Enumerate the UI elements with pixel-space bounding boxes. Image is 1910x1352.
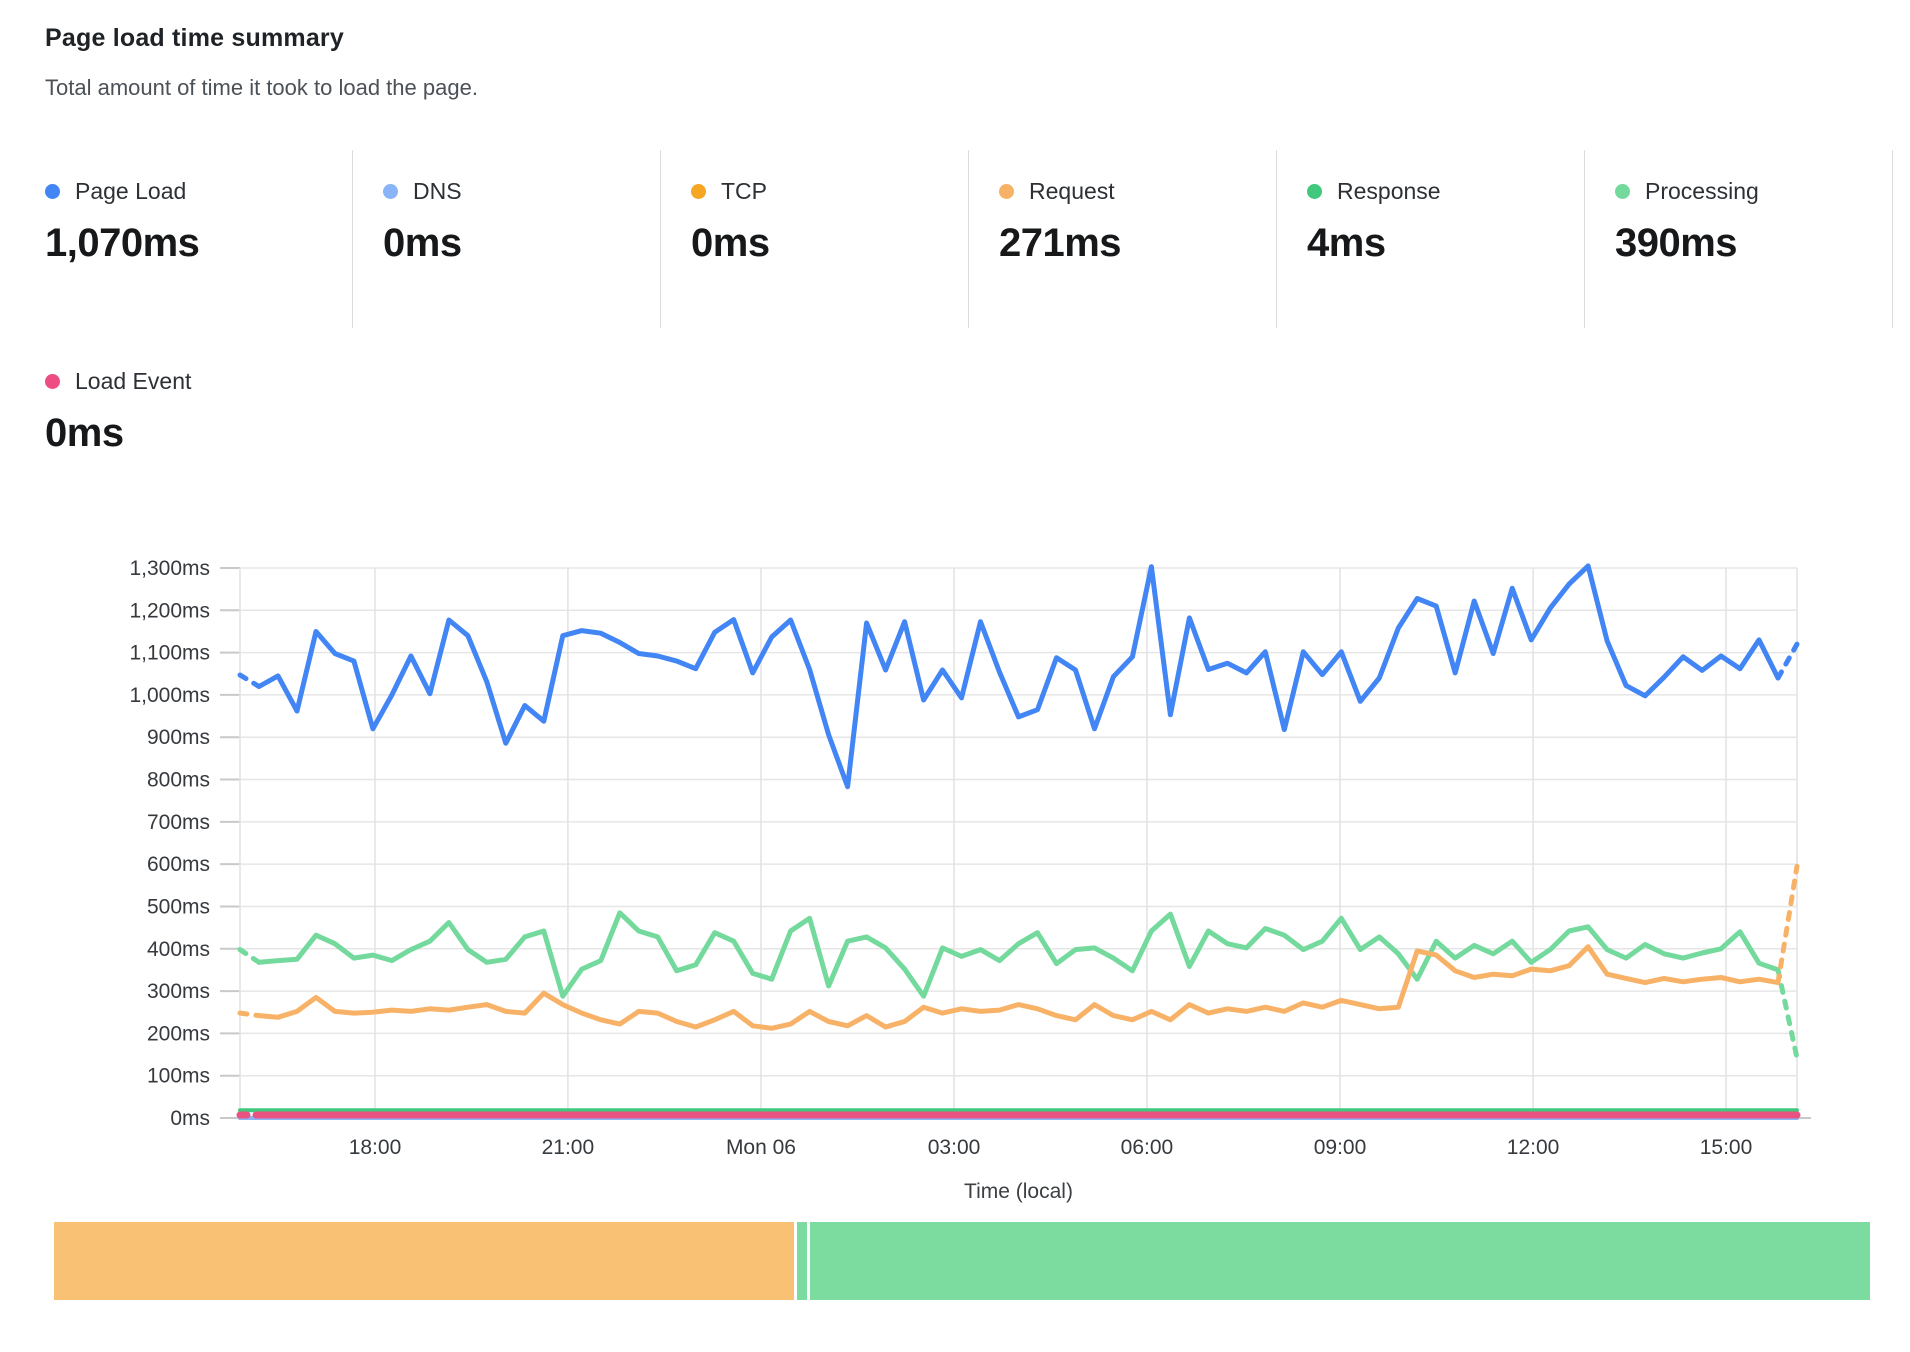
y-tick-label: 400ms	[147, 938, 210, 961]
y-tick-label: 0ms	[170, 1107, 210, 1130]
timeline-phase-bar[interactable]	[54, 1222, 1870, 1300]
load-time-chart: 0ms 100ms 200ms 300ms 400ms 500ms 600ms 700ms 80…	[129, 557, 1811, 1203]
request-series-dot-icon	[999, 184, 1014, 199]
y-tick-label: 200ms	[147, 1022, 210, 1045]
x-tick-label: 03:00	[928, 1136, 981, 1159]
y-tick-label: 300ms	[147, 980, 210, 1003]
legend-metric-response[interactable]: Response 4ms	[1277, 150, 1585, 328]
page-load-label: Page Load	[75, 178, 187, 204]
y-tick-label: 900ms	[147, 726, 210, 749]
tcp-value: 0ms	[691, 221, 770, 265]
y-tick-label: 1,300ms	[129, 557, 210, 580]
phase-bar-segment-1[interactable]	[797, 1222, 808, 1300]
y-tick-label: 1,200ms	[129, 599, 210, 622]
x-tick-label: 12:00	[1507, 1136, 1560, 1159]
y-tick-label: 700ms	[147, 811, 210, 834]
processing-series-dot-icon	[1615, 184, 1630, 199]
processing-label: Processing	[1645, 178, 1759, 204]
y-tick-label: 600ms	[147, 853, 210, 876]
page-load-series-dot-icon	[45, 184, 60, 199]
tcp-series-dot-icon	[691, 184, 706, 199]
load-event-series-dot-icon	[45, 374, 60, 389]
y-tick-label: 800ms	[147, 769, 210, 792]
series-dashed-end-processing	[1775, 967, 1800, 1061]
y-tick-label: 500ms	[147, 895, 210, 918]
series-line-request	[256, 944, 1781, 1031]
x-axis-title: Time (local)	[964, 1180, 1073, 1203]
metric-legend-row: Page Load 1,070ms DNS 0ms TCP 0ms Request 271ms…	[45, 150, 1893, 328]
metric-legend-row2: Load Event 0ms	[45, 340, 445, 456]
legend-metric-request[interactable]: Request 271ms	[969, 150, 1277, 328]
response-value: 4ms	[1307, 221, 1386, 265]
x-tick-label: Mon 06	[726, 1136, 796, 1159]
load-time-chart-area[interactable]: 0ms 100ms 200ms 300ms 400ms 500ms 600ms 700ms 80…	[0, 540, 1910, 1220]
request-value: 271ms	[999, 221, 1122, 265]
series-line-page-load	[256, 563, 1781, 790]
phase-bar-segment-2[interactable]	[810, 1222, 1870, 1300]
legend-metric-processing[interactable]: Processing 390ms	[1585, 150, 1893, 328]
x-tick-label: 09:00	[1314, 1136, 1367, 1159]
dns-label: DNS	[413, 178, 462, 204]
series-dashed-end-page-load	[1775, 641, 1800, 681]
dns-value: 0ms	[383, 221, 462, 265]
x-tick-label: 06:00	[1121, 1136, 1174, 1159]
series-dashed-start-processing	[237, 947, 262, 965]
legend-metric-load-event[interactable]: Load Event 0ms	[45, 340, 353, 456]
chart-header: Page load time summary Total amount of t…	[45, 24, 478, 101]
y-tick-label: 1,100ms	[129, 642, 210, 665]
page-title: Page load time summary	[45, 24, 344, 52]
x-tick-label: 21:00	[542, 1136, 595, 1159]
response-label: Response	[1337, 178, 1441, 204]
y-tick-label: 1,000ms	[129, 684, 210, 707]
page-load-value: 1,070ms	[45, 221, 200, 265]
phase-bar-segment-0[interactable]	[54, 1222, 795, 1300]
dns-series-dot-icon	[383, 184, 398, 199]
load-event-label: Load Event	[75, 368, 192, 394]
x-tick-label: 15:00	[1700, 1136, 1753, 1159]
x-tick-label: 18:00	[349, 1136, 402, 1159]
response-series-dot-icon	[1307, 184, 1322, 199]
series-dashed-start-page-load	[237, 672, 262, 689]
series-line-processing	[256, 910, 1781, 999]
request-label: Request	[1029, 178, 1115, 204]
tcp-label: TCP	[721, 178, 767, 204]
series-dashed-start-request	[237, 1010, 262, 1019]
legend-metric-tcp[interactable]: TCP 0ms	[661, 150, 969, 328]
legend-metric-dns[interactable]: DNS 0ms	[353, 150, 661, 328]
y-tick-label: 100ms	[147, 1065, 210, 1088]
page-subtitle: Total amount of time it took to load the…	[45, 75, 478, 100]
load-event-value: 0ms	[45, 411, 124, 455]
legend-metric-page-load[interactable]: Page Load 1,070ms	[45, 150, 353, 328]
series-dashed-end-request	[1775, 863, 1800, 986]
processing-value: 390ms	[1615, 221, 1738, 265]
